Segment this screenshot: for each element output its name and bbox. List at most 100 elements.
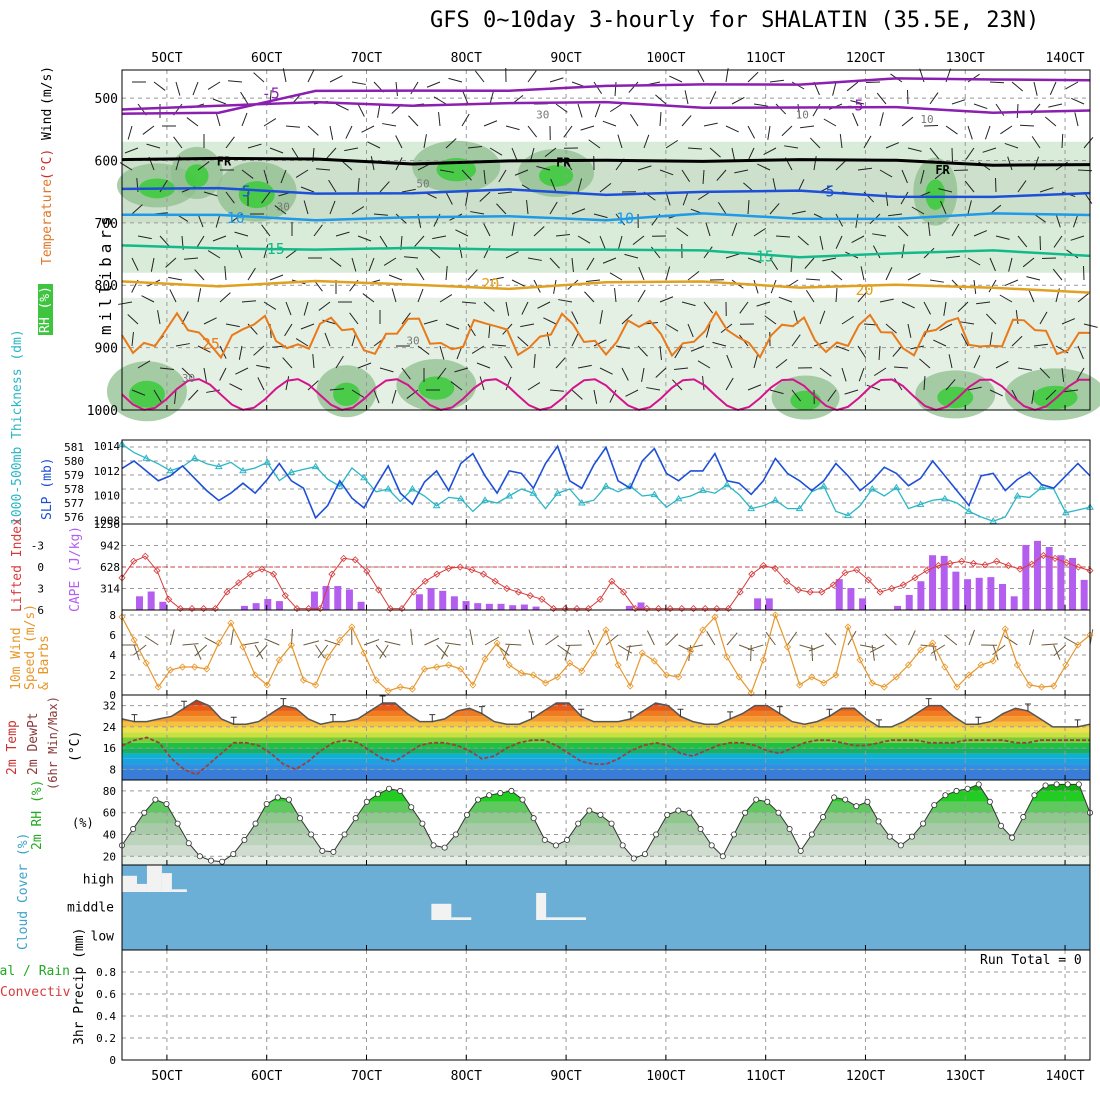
wind-barb [753,354,759,369]
wind-barb [438,112,441,127]
wind-barb [1011,335,1023,347]
wind-barb [835,159,847,171]
x-tick-label-bottom: 14OCT [1045,1069,1084,1084]
wind-barb [257,377,265,391]
precip-tick: 0.6 [96,988,116,1001]
isotherm-label: 20 [481,275,499,293]
wind-barb [624,253,639,259]
wind-speed-point [602,626,610,634]
wind-barb [455,229,469,237]
panel-frame-precip [121,949,1091,1061]
rh-point [986,798,993,805]
wind-barb [872,245,881,259]
profile-temp-label: Temperature [40,178,55,265]
wind-barb [417,345,430,355]
wind-barb [860,266,865,281]
wind-barb [329,257,342,267]
wind-speed-point [275,656,283,664]
wind-barb [550,178,557,193]
wind-barb [681,301,696,307]
wind-barb [351,81,366,85]
wind-barb [753,103,768,107]
li-point [748,570,756,578]
cape-bar [835,579,843,610]
rh-point [508,787,515,794]
wind-barb [414,235,425,247]
profile-temp-unit: (°C) [40,148,55,180]
rh-point [753,796,760,803]
rh-line [121,783,1091,863]
thickness-point [916,500,925,507]
rh-point [697,826,704,833]
wind-barb [549,201,558,215]
wind-barb [345,125,353,139]
cape-bar [1045,547,1053,610]
wind-speed-point [299,676,308,684]
cloud-layer-label: middle [67,901,114,916]
pressure-tick-label: 1000 [87,404,118,419]
wind-barb [929,279,944,283]
x-tick-label-top: 6OCT [251,51,282,66]
wind-barb [753,227,767,237]
wind-barb [489,90,495,105]
rh-point [196,853,203,860]
wind-barb-10m [1053,644,1067,657]
rh-point [486,792,493,799]
wind-barb [263,244,269,259]
precip-tick: 0 [109,1054,116,1067]
pressure-tick-label: 500 [95,92,118,107]
wind-barb [923,375,926,391]
li-point [666,605,674,613]
li-point [806,588,814,596]
li-point [514,588,523,596]
rh-point [897,842,904,849]
wind-barb [269,274,284,281]
wind-barb [423,319,438,325]
li-point [340,554,348,562]
wind-barb [395,135,403,149]
li-point [211,605,219,613]
wind-barb [318,301,331,311]
wind-barb [429,248,441,259]
temp-minmax-bar [925,698,932,706]
wind-barb [483,223,491,237]
cape-bar [450,596,458,610]
pressure-tick-label: 700 [95,217,118,232]
li-point [561,605,569,613]
wind-barb [263,118,277,127]
wind-barb [901,116,914,127]
wind-barb [188,389,199,401]
li-point [456,563,464,571]
wind-barb [207,250,221,259]
rh-point [730,831,737,838]
wind-barb [312,354,315,369]
wind-barb [726,354,733,369]
wind-barb-10m [169,629,175,646]
li-point [934,562,942,570]
wind-barb [146,143,161,149]
rh-point [797,847,804,854]
wind-speed-point [541,679,550,687]
wind-barb-10m [860,644,876,649]
rh-point [130,826,137,833]
precip-panel: 0 0.2 0.4 0.6 0.8 [96,950,1090,1067]
rh-point [174,820,181,827]
li-point [724,605,733,613]
wind-barb [609,272,623,281]
wind-speed-point [142,659,150,667]
wind-barb [558,299,573,303]
wind-barb [335,103,349,111]
wind-barb [476,362,491,369]
x-tick-label-top: 11OCT [746,51,785,66]
wind-speed-point [348,623,356,631]
wind-barb [885,142,900,149]
rh-point [475,796,482,803]
cape-label: CAPE (J/kg) [68,525,83,612]
wind-barb-10m [968,629,975,646]
wind-barb [285,125,300,128]
wind-speed-point [771,611,779,619]
wind-barb [703,301,714,314]
thickness-point [1013,492,1022,499]
thickness-point [166,466,175,474]
wind-barb [985,313,997,325]
